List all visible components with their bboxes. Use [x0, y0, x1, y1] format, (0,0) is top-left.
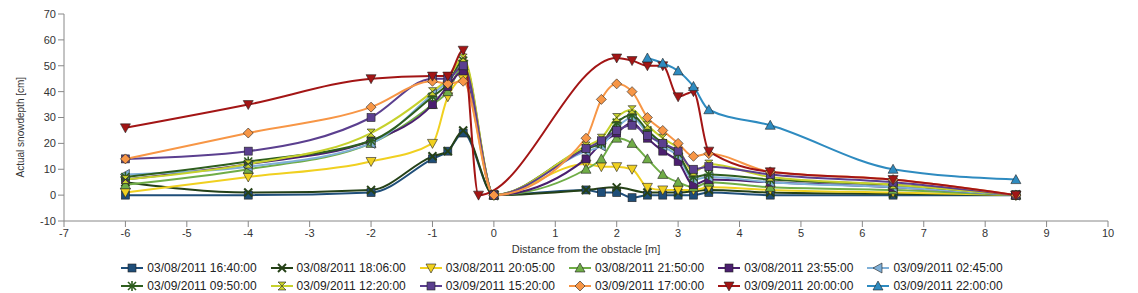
html-text:03/08/2011 21:50:00: 03/08/2011 21:50:00: [595, 261, 705, 275]
svg-text:-1: -1: [428, 227, 438, 239]
html-text:03/09/2011 09:50:00: 03/09/2011 09:50:00: [147, 279, 257, 293]
svg-text:-5: -5: [182, 227, 192, 239]
svg-text:0: 0: [491, 227, 497, 239]
html-text:03/09/2011 15:20:00: 03/09/2011 15:20:00: [445, 279, 555, 293]
svg-text:60: 60: [44, 34, 56, 46]
svg-text:2: 2: [614, 227, 620, 239]
svg-text:70: 70: [44, 8, 56, 20]
svg-text:1: 1: [552, 227, 558, 239]
svg-text:-7: -7: [59, 227, 69, 239]
html-text:03/08/2011 18:06:00: 03/08/2011 18:06:00: [296, 261, 406, 275]
html-text:03/08/2011 20:05:00: 03/08/2011 20:05:00: [445, 261, 555, 275]
svg-text:8: 8: [982, 227, 988, 239]
svg-text:-6: -6: [121, 227, 131, 239]
svg-text:10: 10: [44, 163, 56, 175]
svg-text:10: 10: [1102, 227, 1114, 239]
svg-text:Actual snowdepth [cm]: Actual snowdepth [cm]: [15, 77, 26, 178]
svg-text:5: 5: [798, 227, 804, 239]
svg-text:9: 9: [1044, 227, 1050, 239]
html-text:03/08/2011 16:40:00: 03/08/2011 16:40:00: [147, 261, 257, 275]
svg-text:0: 0: [50, 189, 56, 201]
svg-text:-10: -10: [40, 215, 56, 227]
svg-text:-3: -3: [305, 227, 315, 239]
html-text:03/09/2011 17:00:00: 03/09/2011 17:00:00: [595, 279, 705, 293]
html-text:03/09/2011 12:20:00: 03/09/2011 12:20:00: [296, 279, 406, 293]
svg-text:7: 7: [921, 227, 927, 239]
svg-text:4: 4: [736, 227, 742, 239]
svg-text:3: 3: [675, 227, 681, 239]
html-text:03/09/2011 22:00:00: 03/09/2011 22:00:00: [893, 279, 1003, 293]
svg-text:40: 40: [44, 86, 56, 98]
svg-text:20: 20: [44, 137, 56, 149]
html-text:03/09/2011 02:45:00: 03/09/2011 02:45:00: [893, 261, 1003, 275]
svg-text:Distance from the obstacle [m]: Distance from the obstacle [m]: [512, 243, 661, 255]
svg-text:6: 6: [859, 227, 865, 239]
html-text:03/08/2011 23:55:00: 03/08/2011 23:55:00: [744, 261, 854, 275]
svg-text:50: 50: [44, 60, 56, 72]
svg-text:-2: -2: [366, 227, 376, 239]
svg-text:30: 30: [44, 111, 56, 123]
svg-text:-4: -4: [243, 227, 253, 239]
html-text:03/09/2011 20:00:00: 03/09/2011 20:00:00: [744, 279, 854, 293]
